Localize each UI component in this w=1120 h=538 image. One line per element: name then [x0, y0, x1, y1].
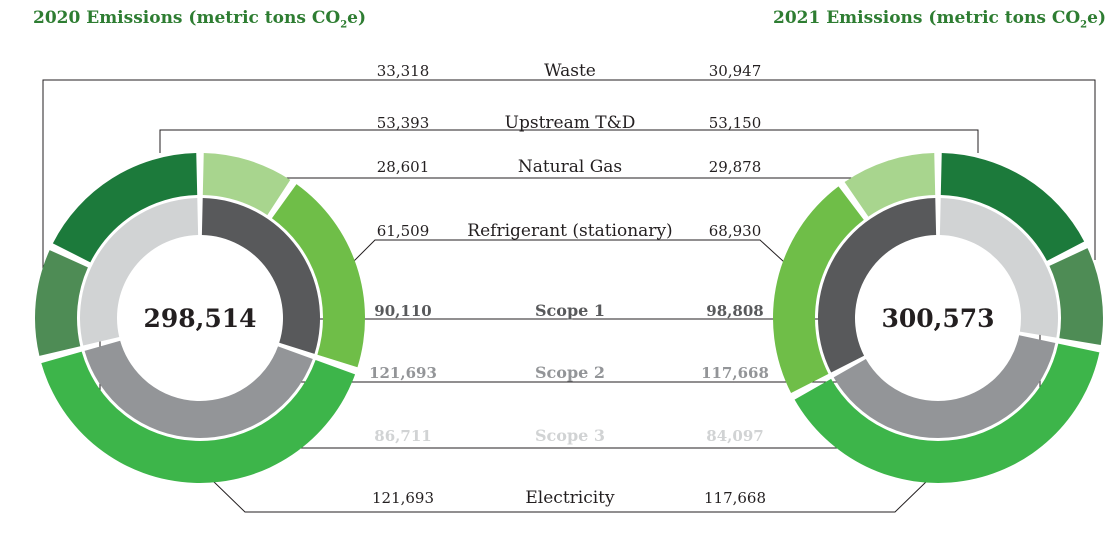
electricity-label: Electricity: [525, 488, 615, 508]
connector-upstream-td: [159, 129, 979, 153]
electricity-value-2020: 121,693: [372, 489, 434, 507]
donut-rings: [35, 153, 1103, 484]
total-2020: 298,514: [143, 304, 256, 333]
scope-1-value-2020: 90,110: [374, 302, 431, 320]
refrigerant-stationary-value-2021: 68,930: [709, 222, 762, 240]
outer-slice-electricity-2021: [794, 343, 1100, 484]
refrigerant-stationary-value-2020: 61,509: [377, 222, 430, 240]
outer-slice-upstream-t-d-2021: [940, 153, 1085, 261]
inner-slice-scope-2-2021: [833, 335, 1056, 438]
chart-title-2020: 2020 Emissions (metric tons CO2e): [33, 8, 367, 31]
refrigerant-stationary-label: Refrigerant (stationary): [467, 221, 672, 241]
natural-gas-value-2020: 28,601: [377, 158, 430, 176]
natural-gas-value-2021: 29,878: [709, 158, 762, 176]
waste-value-2021: 30,947: [709, 62, 762, 80]
outer-slice-waste-2021: [1049, 248, 1103, 346]
inner-slice-scope-3-2020: [80, 198, 199, 346]
waste-value-2020: 33,318: [377, 62, 430, 80]
inner-slice-scope-1-2020: [201, 198, 320, 354]
connector-electricity: [211, 479, 929, 513]
electricity-value-2021: 117,668: [704, 489, 766, 507]
natural-gas-label: Natural Gas: [518, 157, 622, 177]
outer-slice-natural-gas-2020: [202, 153, 291, 216]
scope-1-label: Scope 1: [535, 301, 605, 320]
upstream-t-d-value-2021: 53,150: [709, 114, 762, 132]
outer-slice-electricity-2020: [41, 351, 356, 483]
scope-3-value-2021: 84,097: [706, 427, 763, 445]
scope-1-value-2021: 98,808: [706, 302, 763, 320]
connector-waste: [42, 79, 1096, 270]
outer-slice-refrigerant-stationary-2021: [772, 186, 864, 394]
inner-slice-scope-1-2021: [818, 198, 937, 373]
outer-slice-refrigerant-stationary-2020: [271, 184, 365, 368]
chart-title-2021: 2021 Emissions (metric tons CO2e): [772, 8, 1106, 31]
scope-2-value-2020: 121,693: [369, 364, 437, 382]
scope-2-value-2021: 117,668: [701, 364, 769, 382]
scope-3-label: Scope 3: [535, 426, 605, 445]
upstream-t-d-label: Upstream T&D: [505, 113, 636, 133]
inner-slice-scope-3-2021: [939, 198, 1059, 338]
outer-slice-natural-gas-2021: [844, 153, 936, 217]
outer-slice-upstream-t-d-2020: [52, 153, 198, 263]
total-2021: 300,573: [881, 304, 994, 333]
upstream-t-d-value-2020: 53,393: [377, 114, 430, 132]
scope-2-label: Scope 2: [535, 363, 605, 382]
labels: 298,514 300,573 Waste 33,318 30,947 Upstream …: [143, 61, 994, 508]
scope-3-value-2020: 86,711: [374, 427, 431, 445]
inner-slice-scope-2-2020: [84, 340, 313, 439]
connector-refrigerant: [347, 239, 796, 273]
waste-label: Waste: [544, 61, 596, 81]
outer-slice-waste-2020: [35, 250, 88, 356]
